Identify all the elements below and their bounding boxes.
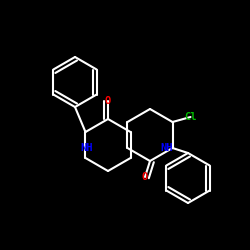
Text: NH: NH (161, 143, 173, 153)
Text: O: O (142, 172, 148, 182)
Text: O: O (105, 96, 111, 106)
Text: NH: NH (81, 143, 93, 153)
Text: Cl: Cl (184, 112, 197, 122)
